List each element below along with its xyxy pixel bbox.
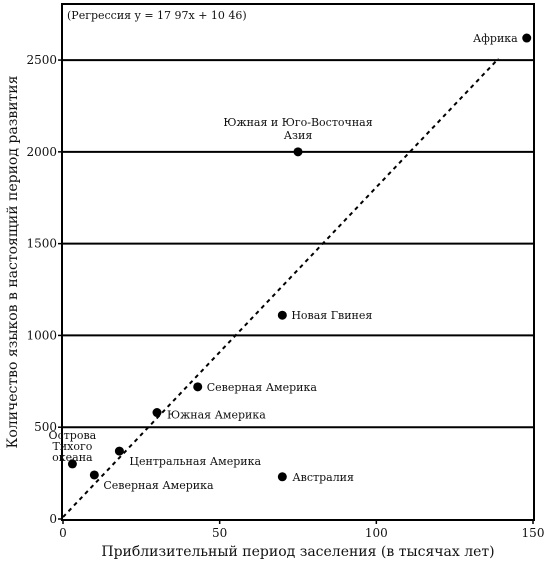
- point-label: Новая Гвинея: [291, 309, 372, 322]
- data-point: [114, 446, 124, 456]
- y-axis-ticks: 0 500 1000 1500 2000 2500: [26, 53, 63, 526]
- y-tick-label: 500: [34, 420, 57, 434]
- y-tick-label: 1000: [26, 328, 57, 342]
- data-point: [89, 470, 99, 480]
- data-point: [293, 147, 303, 157]
- y-tick-label: 2500: [26, 53, 57, 67]
- y-axis-title: Количество языков в настоящий период раз…: [5, 75, 21, 448]
- point-label: Африка: [473, 32, 518, 45]
- x-tick-label: 150: [522, 526, 545, 540]
- regression-label: (Регрессия y = 17 97x + 10 46): [67, 9, 247, 22]
- data-point: [67, 459, 77, 469]
- x-tick-label: 0: [59, 526, 67, 540]
- data-points: [67, 33, 532, 482]
- x-axis-title: Приблизительный период заселения (в тыся…: [101, 544, 494, 560]
- point-label: Острова Тихого океана: [49, 429, 97, 464]
- gridlines: [63, 59, 533, 429]
- x-tick-label: 50: [212, 526, 227, 540]
- data-point: [277, 472, 287, 482]
- regression-line: [62, 57, 500, 518]
- x-axis-ticks: 0 50 100 150: [59, 519, 544, 540]
- y-tick-label: 0: [49, 512, 57, 526]
- point-label: Северная Америка: [103, 479, 214, 492]
- x-tick-label: 100: [365, 526, 388, 540]
- point-labels: Африка Южная и Юго-Восточная Азия Новая Гви…: [49, 32, 519, 492]
- point-label: Южная Америка: [167, 409, 266, 422]
- y-tick-label: 1500: [26, 237, 57, 251]
- point-label: Австралия: [292, 471, 354, 484]
- y-tick-label: 2000: [26, 145, 57, 159]
- data-point: [522, 33, 532, 43]
- data-point: [193, 382, 203, 392]
- point-label: Центральная Америка: [129, 455, 261, 468]
- plot-frame: [61, 3, 535, 521]
- data-point: [152, 408, 162, 418]
- data-point: [277, 310, 287, 320]
- point-label: Северная Америка: [207, 381, 318, 394]
- point-label: Южная и Юго-Восточная Азия: [223, 116, 372, 142]
